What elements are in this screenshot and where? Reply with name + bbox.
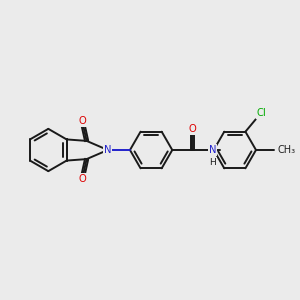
Text: CH₃: CH₃ <box>278 145 296 155</box>
Text: N: N <box>209 145 217 155</box>
Text: N: N <box>104 145 112 155</box>
Text: Cl: Cl <box>257 109 266 118</box>
Text: O: O <box>78 174 86 184</box>
Text: O: O <box>78 116 86 126</box>
Text: O: O <box>188 124 196 134</box>
Text: H: H <box>209 158 216 167</box>
